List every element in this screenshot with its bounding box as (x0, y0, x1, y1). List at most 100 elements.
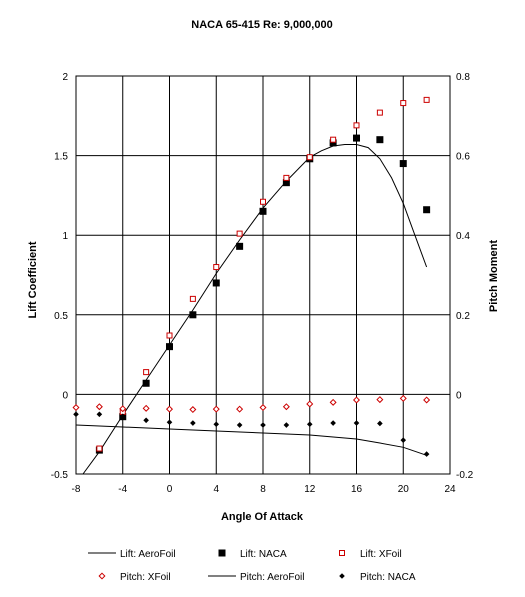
point-pitch-xfoil (189, 406, 197, 414)
point-lift-xfoil (353, 122, 360, 129)
x-tick-label: 16 (351, 484, 363, 495)
point-pitch-xfoil (376, 396, 384, 404)
point-pitch-naca (143, 417, 149, 424)
point-pitch-naca (190, 420, 196, 426)
point-lift-naca (142, 379, 150, 387)
point-lift-naca (329, 139, 337, 147)
y2-tick-label: 0 (456, 390, 462, 401)
y2-tick-label: 0.6 (456, 152, 470, 163)
legend: Lift: AeroFoil Lift: NACA Lift: XFoil Pitch… (88, 549, 416, 583)
point-lift-xfoil (213, 264, 220, 271)
x-tick-label: 24 (444, 484, 456, 495)
tick-labels: -8 -4 0 4 8 12 16 20 24 -0.5 0 0.5 1 1.5 2 -0.2 0 0.2 0.4 0… (51, 72, 474, 495)
point-pitch-xfoil (329, 398, 337, 406)
point-pitch-xfoil (72, 404, 80, 412)
point-pitch-xfoil (142, 404, 150, 412)
point-pitch-naca (96, 411, 103, 418)
x-tick-label: -8 (72, 484, 81, 495)
point-pitch-naca (377, 420, 383, 427)
plot-area-border (75, 75, 451, 475)
point-pitch-naca (119, 413, 126, 420)
y2-tick-label: 0.8 (456, 72, 470, 83)
x-tick-label: 0 (167, 484, 173, 495)
legend-label-pitch-naca: Pitch: NACA (360, 572, 416, 583)
y2-tick-label: 0.4 (456, 231, 470, 242)
point-lift-xfoil (96, 445, 103, 452)
legend-label-lift-aerofoil: Lift: AeroFoil (120, 549, 176, 560)
point-lift-xfoil (260, 198, 266, 205)
legend-swatch-pitch-xfoil (98, 572, 106, 580)
y-axis-label: Lift Coefficient (27, 241, 39, 318)
point-pitch-xfoil (352, 396, 361, 404)
point-lift-xfoil (306, 154, 313, 161)
point-lift-xfoil (376, 109, 383, 116)
legend-label-pitch-xfoil: Pitch: XFoil (120, 572, 171, 583)
y-tick-label: 2 (62, 72, 68, 83)
point-pitch-naca (306, 421, 313, 428)
x-tick-label: 20 (398, 484, 410, 495)
point-pitch-xfoil (399, 394, 407, 402)
point-lift-xfoil (236, 230, 243, 237)
point-pitch-xfoil (423, 396, 431, 404)
x-tick-label: 8 (260, 484, 266, 495)
point-lift-naca (353, 134, 360, 142)
point-lift-xfoil (143, 369, 150, 376)
point-pitch-xfoil (95, 403, 103, 411)
series-marks (72, 96, 431, 475)
point-pitch-xfoil (236, 405, 244, 413)
point-pitch-xfoil (212, 405, 220, 413)
point-pitch-xfoil (306, 400, 314, 408)
legend-swatch-pitch-naca (339, 573, 345, 579)
point-pitch-naca (423, 451, 430, 457)
point-lift-xfoil (166, 332, 173, 339)
point-pitch-naca (400, 437, 407, 443)
series-line-pitch-aerofoil (75, 424, 427, 456)
point-pitch-naca (213, 421, 220, 428)
y-tick-label: 1 (62, 231, 68, 242)
y2-axis-label: Pitch Moment (488, 240, 500, 312)
point-pitch-xfoil (282, 403, 290, 411)
point-lift-naca (259, 207, 267, 215)
point-pitch-naca (166, 419, 173, 426)
y-tick-label: 1.5 (54, 152, 68, 163)
y2-tick-label: -0.2 (456, 470, 474, 481)
point-lift-naca (236, 242, 244, 250)
point-pitch-xfoil (119, 405, 127, 413)
point-lift-xfoil (400, 100, 407, 107)
grid (75, 75, 451, 475)
point-pitch-naca (260, 422, 266, 428)
y-tick-label: 0.5 (54, 311, 68, 322)
legend-label-lift-xfoil: Lift: XFoil (360, 549, 402, 560)
legend-label-pitch-aerofoil: Pitch: AeroFoil (240, 572, 304, 583)
series-line-lift-aerofoil (82, 144, 428, 475)
point-pitch-naca (236, 422, 243, 428)
point-pitch-naca (283, 422, 290, 428)
y-tick-label: -0.5 (51, 470, 69, 481)
legend-swatch-lift-naca (218, 549, 226, 557)
point-lift-naca (212, 279, 220, 287)
point-lift-naca (166, 343, 173, 351)
point-lift-naca (423, 206, 431, 214)
point-lift-naca (189, 311, 197, 319)
x-tick-label: -4 (118, 484, 127, 495)
legend-swatch-lift-xfoil (339, 550, 345, 556)
point-lift-xfoil (283, 174, 290, 181)
point-lift-naca (399, 160, 407, 168)
chart-title: NACA 65-415 Re: 9,000,000 (191, 19, 332, 31)
point-lift-xfoil (189, 295, 196, 302)
point-pitch-naca (73, 411, 79, 418)
point-lift-xfoil (423, 96, 430, 103)
point-pitch-xfoil (259, 404, 267, 412)
point-pitch-naca (330, 420, 336, 426)
point-pitch-naca (353, 420, 360, 426)
x-tick-label: 12 (304, 484, 316, 495)
point-lift-xfoil (330, 136, 337, 143)
point-lift-naca (376, 136, 384, 144)
point-pitch-xfoil (165, 405, 174, 413)
y2-tick-label: 0.2 (456, 311, 470, 322)
x-tick-label: 4 (213, 484, 219, 495)
point-lift-naca (282, 179, 290, 187)
y-tick-label: 0 (62, 390, 68, 401)
legend-label-lift-naca: Lift: NACA (240, 549, 287, 560)
